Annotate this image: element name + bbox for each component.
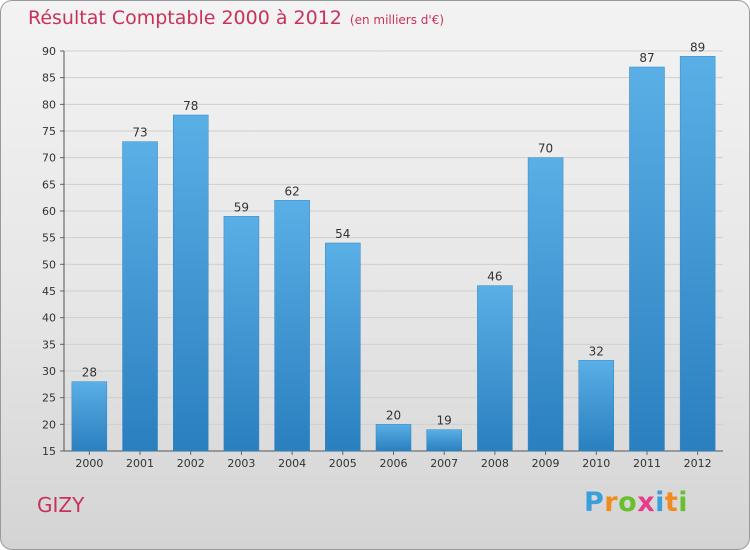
x-tick-label-2000: 2000 (75, 457, 103, 470)
bar-2012 (679, 56, 716, 452)
y-tick-label: 55 (42, 232, 56, 245)
value-label-2007: 19 (437, 414, 452, 428)
value-label-2004: 62 (284, 184, 299, 198)
value-label-2002: 78 (183, 99, 198, 113)
bar-2001 (122, 141, 158, 452)
value-label-2003: 59 (234, 200, 249, 214)
bar-2004 (274, 200, 310, 452)
proxiti-logo: Proxiti (584, 487, 688, 518)
bar-2008 (477, 285, 513, 452)
bar-2007 (426, 429, 462, 452)
x-tick-label-2009: 2009 (532, 457, 560, 470)
y-tick-label: 45 (42, 285, 56, 298)
bar-2003 (223, 216, 260, 452)
value-label-2005: 54 (335, 227, 350, 241)
y-tick-label: 15 (42, 445, 56, 458)
y-tick-label: 60 (42, 205, 56, 218)
logo-letter: t (664, 487, 679, 518)
y-tick-label: 20 (42, 418, 56, 431)
y-tick-label: 75 (42, 125, 56, 138)
x-tick-label-2002: 2002 (177, 457, 205, 470)
value-label-2000: 28 (82, 366, 97, 380)
bar-2010 (578, 360, 615, 452)
logo-letter: P (584, 487, 605, 518)
bar-2009 (527, 157, 564, 452)
x-tick-label-2003: 2003 (227, 457, 255, 470)
y-tick-label: 35 (42, 338, 56, 351)
value-label-2011: 87 (639, 51, 654, 65)
town-name: GIZY (37, 493, 85, 517)
x-tick-label-2012: 2012 (684, 457, 712, 470)
y-tick-label: 65 (42, 178, 56, 191)
value-label-2008: 46 (487, 270, 502, 284)
x-tick-label-2006: 2006 (380, 457, 408, 470)
axis-layer: 15 20 25 30 35 40 45 50 55 60 65 70 75 80 85 90 2000 2001… (42, 45, 723, 470)
y-tick-label: 85 (42, 72, 56, 85)
y-tick-label: 90 (42, 45, 56, 58)
logo-letter: i (655, 487, 665, 518)
x-tick-label-2007: 2007 (430, 457, 458, 470)
bar-2000 (71, 381, 108, 452)
logo-letter: o (618, 487, 638, 518)
bar-2002 (172, 114, 209, 452)
chart-title-text: Résultat Comptable 2000 à 2012 (28, 7, 342, 29)
value-label-2001: 73 (132, 126, 147, 140)
logo-letter: r (604, 487, 619, 518)
x-tick-label-2001: 2001 (126, 457, 154, 470)
bar-2011 (629, 66, 665, 452)
x-tick-label-2008: 2008 (481, 457, 509, 470)
y-tick-label: 30 (42, 365, 56, 378)
y-tick-label: 25 (42, 392, 56, 405)
logo-letter: x (637, 487, 656, 518)
grid-layer (64, 50, 723, 452)
y-tick-label: 50 (42, 258, 56, 271)
logo-letter: i (678, 487, 689, 518)
x-tick-label-2004: 2004 (278, 457, 306, 470)
value-label-2009: 70 (538, 142, 553, 156)
x-tick-label-2011: 2011 (633, 457, 661, 470)
x-tick-label-2010: 2010 (582, 457, 610, 470)
chart-title: Résultat Comptable 2000 à 2012 (en millie… (28, 7, 444, 29)
y-tick-label: 70 (42, 152, 56, 165)
bar-layer: 28 73 78 59 62 54 20 19 46 70 32 87 89 (71, 40, 716, 452)
bar-2005 (325, 242, 361, 452)
x-tick-label-2005: 2005 (329, 457, 357, 470)
y-tick-label: 40 (42, 312, 56, 325)
bar-2006 (375, 424, 412, 452)
value-label-2006: 20 (386, 408, 401, 422)
y-tick-label: 80 (42, 98, 56, 111)
chart-subtitle: (en milliers d'€) (349, 13, 445, 27)
value-label-2012: 89 (690, 40, 705, 54)
value-label-2010: 32 (589, 344, 604, 358)
